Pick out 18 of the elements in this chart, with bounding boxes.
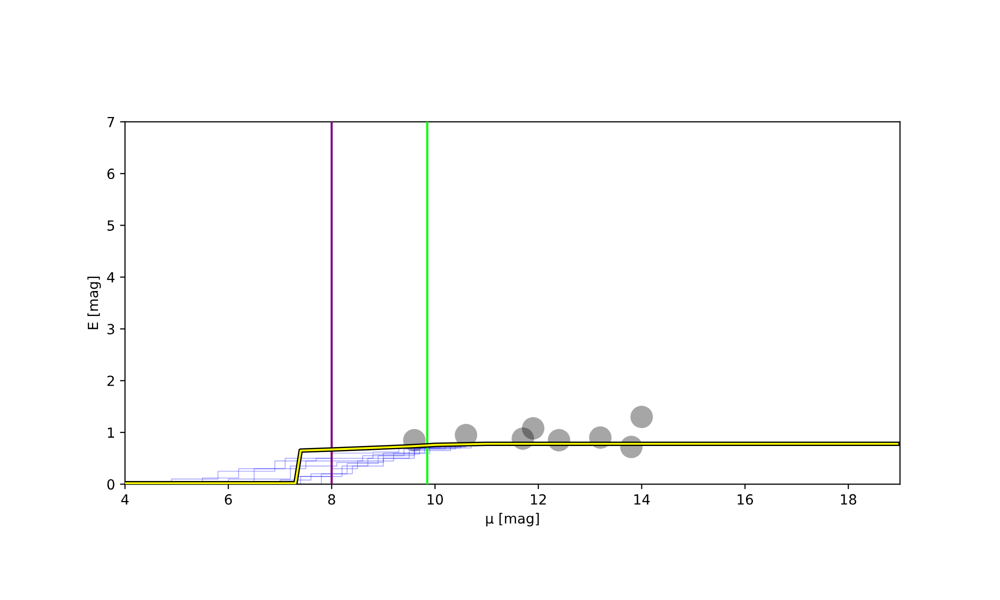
- x-tick-label: 16: [738, 494, 753, 505]
- x-tick-label: 10: [428, 494, 443, 505]
- y-axis-title: E [mag]: [87, 276, 101, 330]
- x-tick-label: 4: [121, 494, 129, 504]
- x-tick-label: 14: [634, 494, 650, 504]
- y-tick-label: 3: [108, 324, 114, 334]
- x-tick-label: 12: [531, 494, 546, 504]
- y-tick-label: 6: [107, 168, 114, 180]
- y-tick-label: 4: [107, 272, 114, 282]
- y-tick-label: 5: [108, 220, 114, 231]
- y-tick-label: 7: [108, 116, 114, 128]
- y-tick-label: 1: [108, 428, 114, 438]
- x-tick-label: 6: [224, 494, 232, 505]
- y-tick-label: 2: [107, 376, 114, 386]
- x-axis-title: μ [mag]: [486, 512, 539, 526]
- x-tick-label: 18: [841, 494, 856, 505]
- x-tick-label: 8: [328, 494, 336, 505]
- y-tick-label: 0: [107, 479, 114, 490]
